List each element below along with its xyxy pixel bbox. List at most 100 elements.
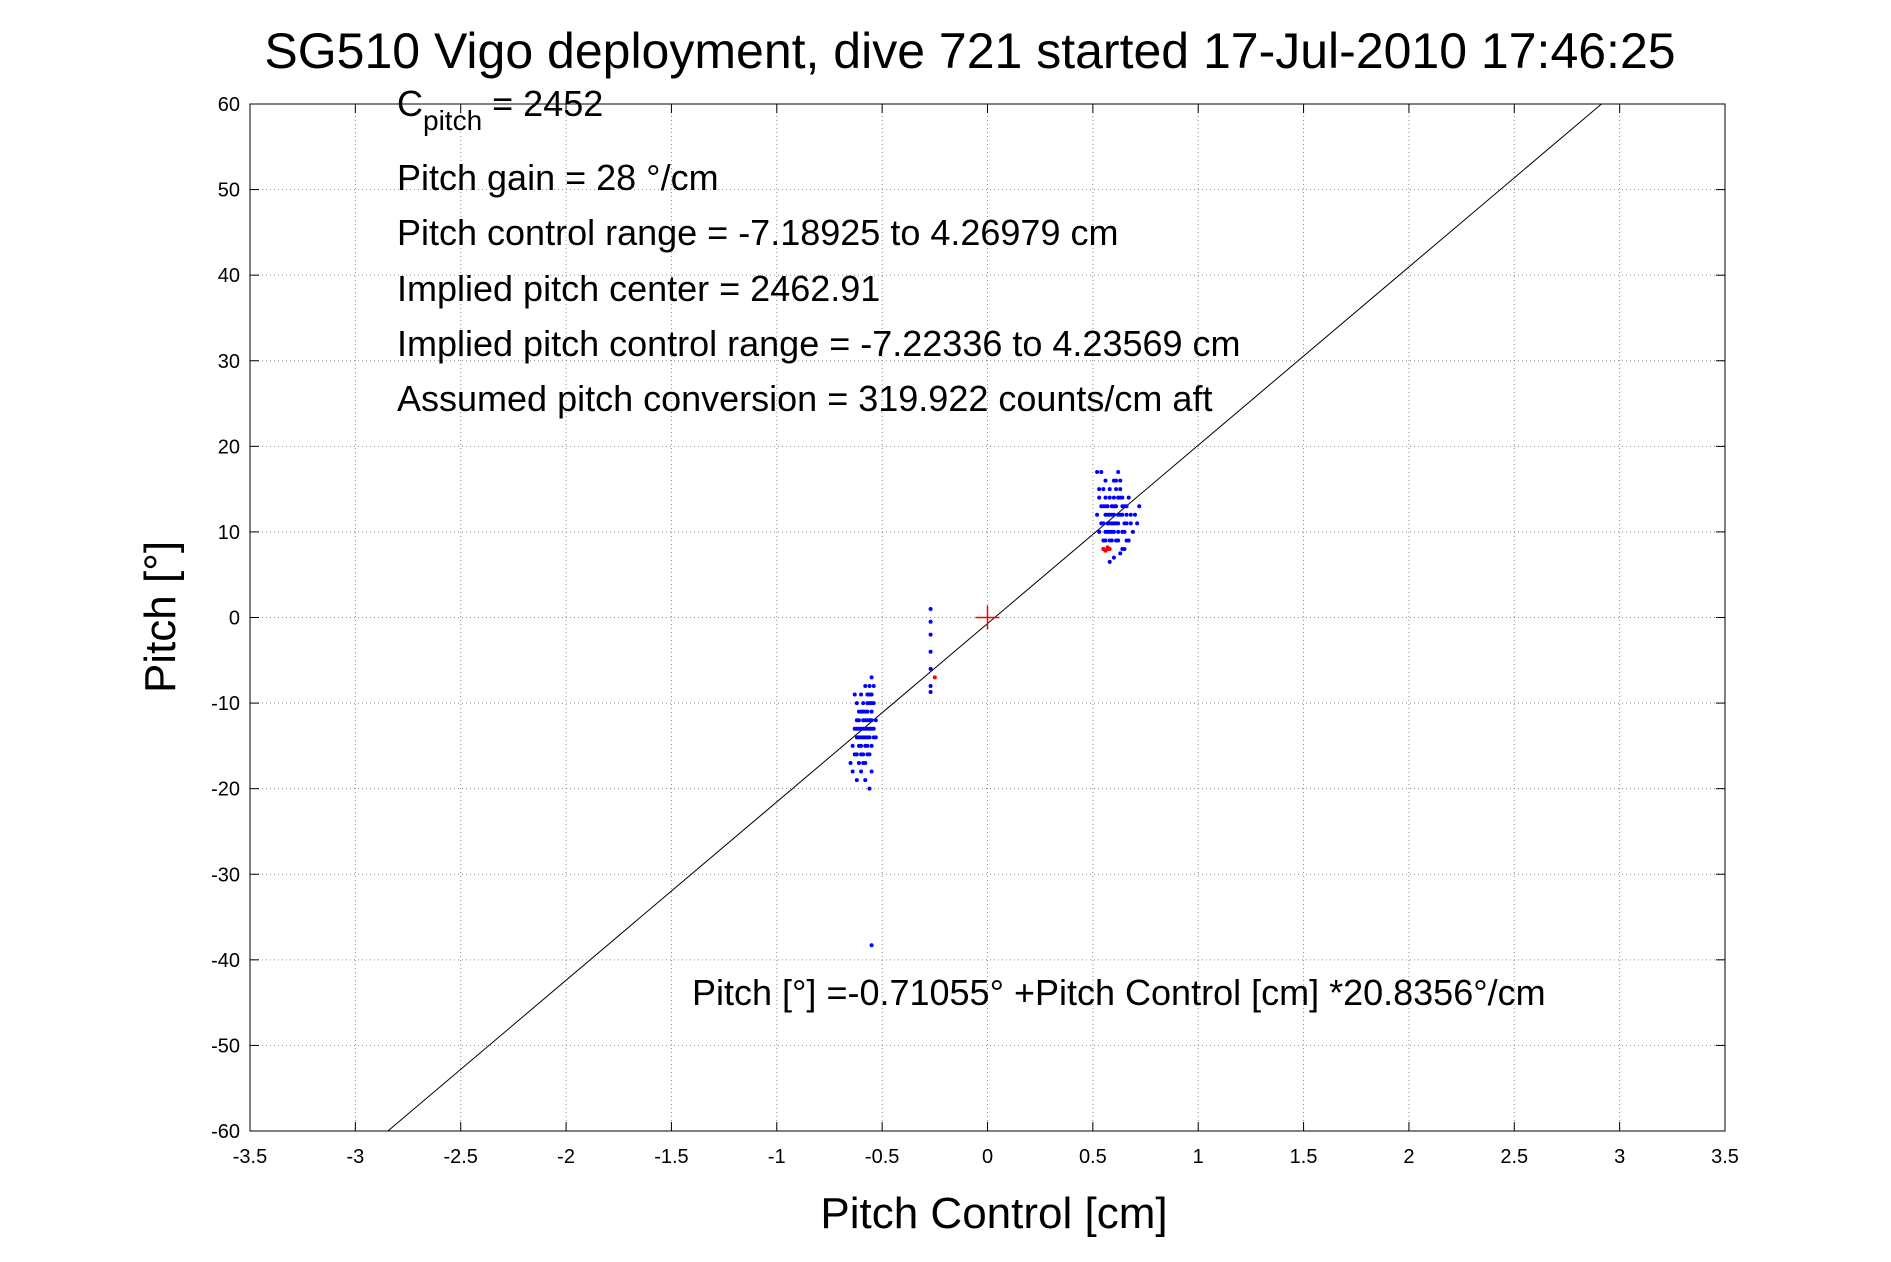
assumed-pitch-conversion-annotation: Assumed pitch conversion = 319.922 count… <box>397 378 1212 419</box>
data-point <box>865 718 870 723</box>
data-point <box>861 709 866 714</box>
center-marker <box>975 605 1000 630</box>
data-point <box>867 735 872 740</box>
fit-equation-annotation: Pitch [°] =-0.71055° +Pitch Control [cm]… <box>692 972 1546 1013</box>
data-point <box>1118 478 1123 483</box>
data-point <box>1097 487 1102 492</box>
pitch-control-range-annotation: Pitch control range = -7.18925 to 4.2697… <box>397 212 1118 253</box>
data-point <box>867 752 872 757</box>
y-tick-label: 0 <box>229 608 240 630</box>
y-tick-label: 40 <box>218 265 240 287</box>
data-point <box>850 743 855 748</box>
data-point <box>856 735 861 740</box>
data-point <box>1116 538 1121 543</box>
data-point <box>1097 529 1102 534</box>
data-point <box>863 735 868 740</box>
data-point <box>928 666 933 671</box>
data-point <box>871 726 876 731</box>
data-point <box>1111 555 1116 560</box>
data-point <box>1103 478 1108 483</box>
data-point <box>867 683 872 688</box>
data-point <box>859 692 864 697</box>
x-tick-label: 1 <box>1193 1146 1204 1168</box>
x-tick-label: 2.5 <box>1500 1146 1528 1168</box>
y-tick-label: 50 <box>218 180 240 202</box>
data-point <box>1128 521 1133 526</box>
x-tick-label: 2 <box>1403 1146 1414 1168</box>
data-point <box>1114 504 1119 509</box>
chart-title: SG510 Vigo deployment, dive 721 started … <box>264 23 1675 79</box>
data-point <box>1122 547 1127 552</box>
x-tick-label: -3.5 <box>233 1146 267 1168</box>
y-tick-label: -20 <box>211 779 240 801</box>
data-point <box>1099 470 1104 475</box>
data-point <box>1118 551 1123 556</box>
data-point <box>1116 521 1121 526</box>
x-tick-label: -1 <box>768 1146 786 1168</box>
data-point <box>867 726 872 731</box>
data-point <box>873 718 878 723</box>
data-point <box>869 769 874 774</box>
data-point <box>1111 478 1116 483</box>
data-point <box>1118 495 1123 500</box>
data-point <box>863 683 868 688</box>
x-axis-title: Pitch Control [cm] <box>820 1189 1167 1238</box>
c-pitch-value: = 2452 <box>482 83 603 124</box>
data-point <box>871 683 876 688</box>
data-point <box>1137 504 1142 509</box>
data-point <box>1124 512 1129 517</box>
data-point <box>861 752 866 757</box>
y-tick-labels: 60 50 40 30 20 10 0 -10 -20 -30 -40 -50 -60 <box>211 94 240 1143</box>
x-tick-label: 1.5 <box>1290 1146 1318 1168</box>
data-point <box>1099 521 1104 526</box>
x-tick-label: 0 <box>982 1146 993 1168</box>
data-point <box>1130 529 1135 534</box>
data-point <box>1116 529 1121 534</box>
data-point <box>869 743 874 748</box>
data-point <box>867 786 872 791</box>
data-point <box>1105 521 1110 526</box>
data-point <box>854 701 859 706</box>
data-point <box>865 743 870 748</box>
data-point <box>1124 504 1129 509</box>
x-tick-label: -2.5 <box>443 1146 477 1168</box>
data-point <box>1114 487 1119 492</box>
data-point <box>867 692 872 697</box>
data-point <box>1133 512 1137 517</box>
y-tick-label: 30 <box>218 351 240 373</box>
y-tick-label: -40 <box>211 950 240 972</box>
data-point <box>1111 521 1116 526</box>
data-point <box>932 675 937 680</box>
data-point <box>852 752 857 757</box>
data-point <box>1101 487 1106 492</box>
data-point <box>869 675 874 680</box>
data-point <box>854 778 859 783</box>
data-point <box>1118 487 1123 492</box>
data-point <box>861 701 866 706</box>
c-pitch-main: C <box>397 83 423 124</box>
x-tick-labels: -3.5 -3 -2.5 -2 -1.5 -1 -0.5 0 0.5 1 1.5 2 2.5 3 3.5 <box>233 1146 1739 1168</box>
data-point <box>1107 487 1112 492</box>
data-point <box>863 760 868 765</box>
data-point <box>1111 512 1116 517</box>
data-point <box>856 718 861 723</box>
data-point <box>869 701 874 706</box>
data-point <box>1105 512 1110 517</box>
data-point <box>1107 538 1112 543</box>
data-point <box>928 683 933 688</box>
y-tick-label: -50 <box>211 1035 240 1057</box>
x-tick-label: -2 <box>557 1146 575 1168</box>
implied-pitch-center-annotation: Implied pitch center = 2462.91 <box>397 268 880 309</box>
c-pitch-sub: pitch <box>423 105 482 136</box>
data-point <box>859 743 864 748</box>
data-point <box>869 718 874 723</box>
data-points <box>848 470 1142 948</box>
data-point <box>1116 470 1121 475</box>
implied-pitch-control-range-annotation: Implied pitch control range = -7.22336 t… <box>397 323 1241 364</box>
data-point <box>1120 529 1125 534</box>
data-point <box>928 619 933 624</box>
data-point <box>1107 547 1112 552</box>
x-tick-label: -1.5 <box>654 1146 688 1168</box>
y-tick-label: 20 <box>218 436 240 458</box>
